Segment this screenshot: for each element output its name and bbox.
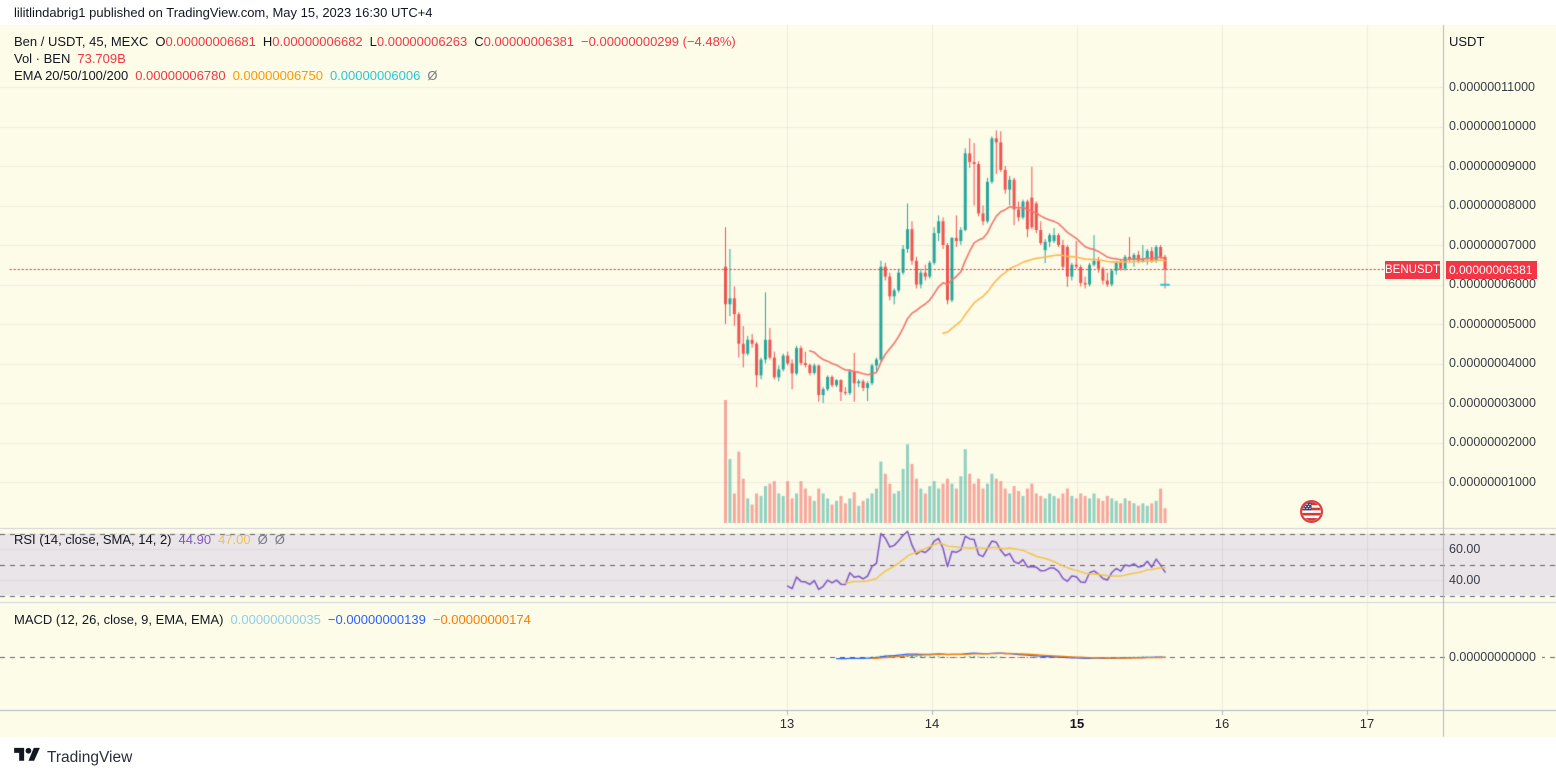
tradingview-brand[interactable]: TradingView xyxy=(14,745,132,770)
us-flag-icon xyxy=(1299,499,1324,524)
volume-legend-row[interactable]: Vol · BEN 73.709B xyxy=(14,51,126,66)
time-axis-label-13: 13 xyxy=(779,716,795,731)
legend-macd-value-0: 0.00000000035 xyxy=(230,612,321,627)
price-axis-title: USDT xyxy=(1449,34,1485,49)
legend-rsi-value-0: 44.90 xyxy=(178,532,212,547)
legend-ohlc-h: H0.00000006682 xyxy=(262,34,363,49)
price-axis-label: 0.00000005000 xyxy=(1449,316,1536,331)
legend-ema-value-3: Ø xyxy=(427,68,438,83)
price-axis-label: 0.00000008000 xyxy=(1449,198,1536,212)
legend-ema-value-0: 0.00000006780 xyxy=(135,68,226,83)
ema-legend-row[interactable]: EMA 20/50/100/200 0.00000006780 0.00000006… xyxy=(14,68,437,83)
rsi-axis-label: 40.00 xyxy=(1449,572,1481,587)
time-axis-label-17: 17 xyxy=(1359,716,1375,731)
last-price-badge: 0.00000006381 xyxy=(1446,260,1537,279)
time-axis-label-14: 14 xyxy=(924,716,940,731)
legend-rsi-value-3: Ø xyxy=(274,532,285,547)
legend-macd-value-1: −0.00000000139 xyxy=(327,612,426,627)
legend-ohlc-l: L0.00000006263 xyxy=(369,34,468,49)
tradingview-logo-icon xyxy=(14,745,40,770)
legend-symbol-title: Ben / USDT, 45, MEXC xyxy=(14,34,149,49)
legend-macd-value-2: −0.00000000174 xyxy=(432,612,531,627)
legend-ema-value-2: 0.00000006006 xyxy=(329,68,421,83)
legend-volume-value: 73.709B xyxy=(77,51,126,66)
price-axis-label: 0.00000002000 xyxy=(1449,435,1536,449)
legend-ohlc-c: C0.00000006381 xyxy=(474,34,575,49)
price-axis-label: 0.00000006000 xyxy=(1449,277,1536,291)
tradingview-brand-name: TradingView xyxy=(47,748,133,766)
legend-macd-label: MACD (12, 26, close, 9, EMA, EMA) xyxy=(14,612,224,627)
legend-change: −0.00000000299 (−4.48%) xyxy=(581,34,736,49)
legend-volume-label: Vol · BEN xyxy=(14,51,71,66)
symbol-legend-row[interactable]: Ben / USDT, 45, MEXC O0.00000006681 H0.000… xyxy=(14,34,736,49)
time-axis-label-15: 15 xyxy=(1069,716,1085,731)
legend-ema-value-1: 0.00000006750 xyxy=(232,68,323,83)
price-axis-label: 0.00000009000 xyxy=(1449,158,1536,173)
price-axis-label: 0.00000003000 xyxy=(1449,395,1536,410)
legend-ema-label: EMA 20/50/100/200 xyxy=(14,68,129,83)
symbol-price-label: BENUSDT xyxy=(1385,260,1440,279)
legend-rsi-value-1: 47.00 xyxy=(218,532,251,547)
macd-axis-zero-label: 0.00000000000 xyxy=(1449,650,1542,664)
price-axis-label: 0.00000001000 xyxy=(1449,474,1536,489)
rsi-axis-label: 60.00 xyxy=(1449,541,1481,556)
price-axis-label: 0.00000004000 xyxy=(1449,356,1536,370)
time-axis-label-16: 16 xyxy=(1214,716,1230,731)
macd-legend-row[interactable]: MACD (12, 26, close, 9, EMA, EMA) 0.00000… xyxy=(14,612,531,627)
price-axis-label: 0.00000010000 xyxy=(1449,119,1536,133)
legend-ohlc-o: O0.00000006681 xyxy=(155,34,256,49)
legend-rsi-value-2: Ø xyxy=(257,532,268,547)
rsi-legend-row[interactable]: RSI (14, close, SMA, 14, 2) 44.90 47.00 Ø Ø xyxy=(14,532,285,547)
legend-rsi-label: RSI (14, close, SMA, 14, 2) xyxy=(14,532,172,547)
price-axis-label: 0.00000011000 xyxy=(1449,79,1535,94)
snapshot-footer: TradingView xyxy=(0,737,1556,772)
price-axis-label: 0.00000007000 xyxy=(1449,237,1536,252)
